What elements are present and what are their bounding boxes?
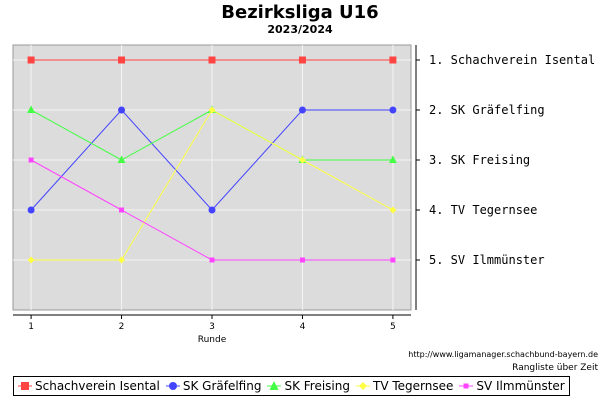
- data-point: [299, 257, 305, 263]
- data-point: [118, 56, 126, 64]
- legend-label: TV Tegernsee: [372, 379, 454, 393]
- x-tick-label: 3: [209, 322, 215, 332]
- data-point: [388, 155, 397, 163]
- data-point: [208, 206, 216, 214]
- data-point: [208, 56, 216, 64]
- data-point: [390, 257, 396, 263]
- legend-item: SK Gräfelfing: [165, 379, 262, 393]
- data-point: [27, 105, 36, 113]
- legend-marker-icon: [459, 383, 474, 389]
- right-axis-label: 3. SK Freising: [429, 153, 530, 167]
- x-tick-label: 2: [119, 322, 125, 332]
- right-axis-label: 4. TV Tegernsee: [429, 203, 537, 217]
- data-point: [118, 256, 126, 264]
- data-point: [298, 156, 306, 164]
- legend-marker-icon: [18, 382, 32, 390]
- data-point: [298, 56, 306, 64]
- legend-label: SK Freising: [284, 379, 350, 393]
- right-axis-label: 5. SV Ilmmünster: [429, 253, 545, 267]
- legend-item: TV Tegernsee: [355, 379, 454, 393]
- data-point: [28, 157, 34, 163]
- data-point: [389, 106, 397, 114]
- legend-label: Schachverein Isental: [35, 379, 160, 393]
- chart-subtitle: 2023/2024: [267, 23, 333, 36]
- chart-title: Bezirksliga U16: [221, 2, 379, 23]
- data-point: [118, 106, 126, 114]
- legend-marker-icon: [355, 382, 370, 390]
- data-point: [117, 155, 126, 163]
- source-url: http://www.ligamanager.schachbund-bayern…: [408, 350, 598, 359]
- data-point: [209, 257, 215, 263]
- x-tick-label: 5: [390, 322, 396, 332]
- right-axis-label: 1. Schachverein Isental: [429, 53, 595, 67]
- data-point: [27, 56, 35, 64]
- data-point: [389, 206, 397, 214]
- data-point: [119, 207, 125, 213]
- x-axis-label: Runde: [198, 335, 227, 345]
- legend-item: Schachverein Isental: [18, 379, 160, 393]
- legend-label: SV Ilmmünster: [476, 379, 565, 393]
- data-point: [27, 256, 35, 264]
- data-point: [389, 56, 397, 64]
- data-point: [208, 106, 216, 114]
- footnote: Rangliste über Zeit: [512, 363, 598, 373]
- x-tick-label: 4: [300, 322, 306, 332]
- legend: Schachverein Isental SK Gräfelfing SK Frei…: [13, 376, 570, 396]
- data-point: [27, 206, 35, 214]
- right-axis-label: 2. SK Gräfelfing: [429, 103, 545, 117]
- data-point: [298, 106, 306, 114]
- legend-marker-icon: [267, 381, 282, 390]
- legend-item: SK Freising: [267, 379, 350, 393]
- legend-item: SV Ilmmünster: [459, 379, 565, 393]
- legend-label: SK Gräfelfing: [182, 379, 262, 393]
- legend-marker-icon: [165, 382, 180, 390]
- x-tick-label: 1: [28, 322, 34, 332]
